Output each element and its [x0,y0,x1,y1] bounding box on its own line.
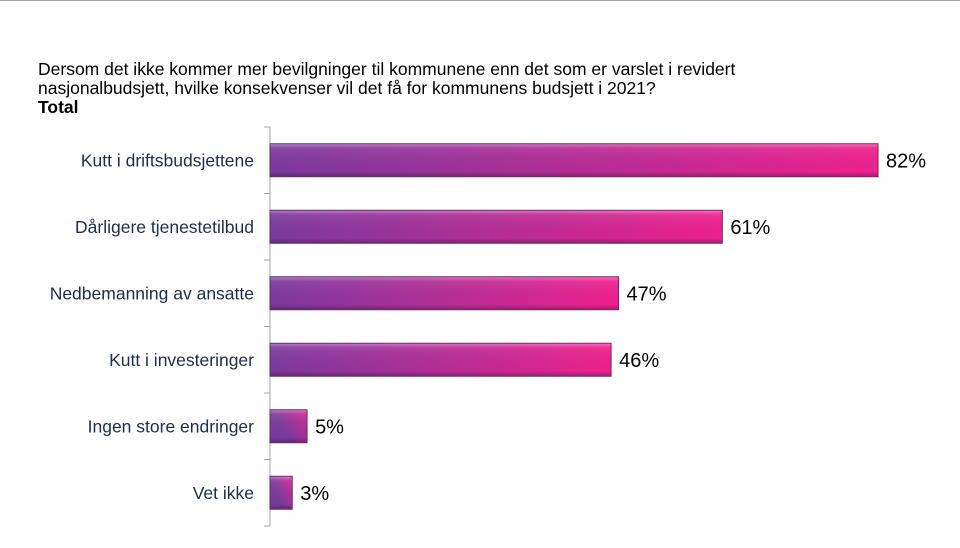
bar-shine-4 [270,343,611,376]
category-label: Kutt i driftsbudsjettene [81,150,254,170]
bar-shine-2 [270,210,722,243]
category-label: Vet ikke [193,483,254,503]
bar-shine-5 [270,410,307,443]
chart-subtitle: Total [38,97,79,117]
bar-shine-1 [270,144,878,177]
category-label: Kutt i investeringer [109,350,254,370]
top-border-line [0,0,960,1]
bar-shine-3 [270,277,619,310]
value-label: 61% [730,217,770,239]
bar-shine-6 [270,476,292,509]
category-label: Dårligere tjenestetilbud [75,217,254,237]
chart-title-line-1: Dersom det ikke kommer mer bevilgninger … [38,59,736,79]
category-label: Nedbemanning av ansatte [50,283,254,303]
value-label: 47% [627,283,667,305]
value-label: 3% [300,483,329,505]
chart-title-line-2: nasjonalbudsjett, hvilke konsekvenser vi… [38,78,656,98]
value-label: 82% [886,150,926,172]
chart-title: Dersom det ikke kommer mer bevilgninger … [38,60,735,117]
category-label: Ingen store endringer [88,416,255,436]
value-label: 5% [315,416,344,438]
value-label: 46% [619,350,659,372]
